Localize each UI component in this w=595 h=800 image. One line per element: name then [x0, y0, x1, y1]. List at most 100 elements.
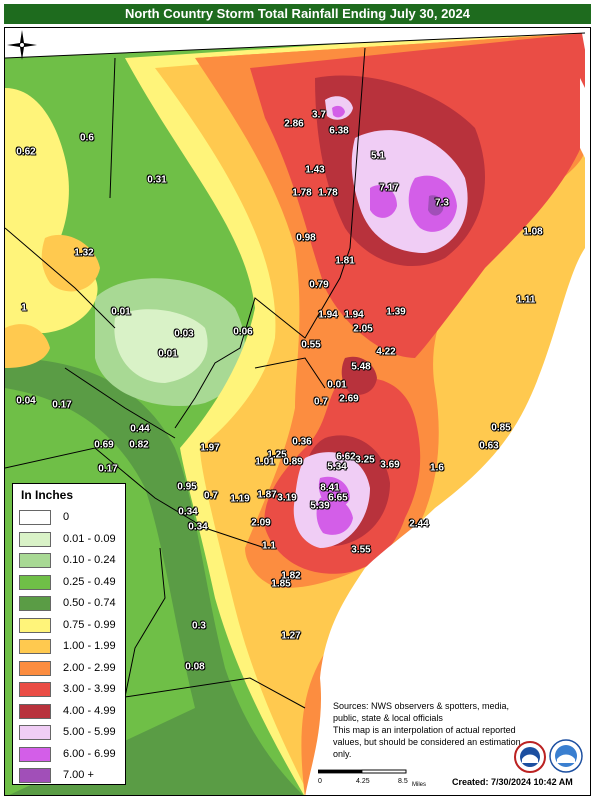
- rainfall-value-label: 0.85: [491, 422, 511, 434]
- legend-label: 7.00 +: [63, 769, 94, 781]
- legend-swatch: [19, 703, 51, 719]
- legend-label: 0.10 - 0.24: [63, 554, 116, 566]
- scale-bar-graphic: 0 4.25 8.5 Miles: [317, 769, 426, 788]
- rainfall-value-label: 0.98: [296, 232, 316, 244]
- legend-swatch: [19, 746, 51, 762]
- rainfall-value-label: 1.81: [335, 255, 355, 267]
- rainfall-value-label: 0.03: [174, 328, 194, 340]
- legend-swatch: [19, 660, 51, 676]
- rainfall-value-label: 1.39: [386, 306, 406, 318]
- rainfall-value-label: 1.32: [74, 247, 94, 259]
- rainfall-value-label: 1.11: [516, 294, 536, 306]
- rainfall-value-label: 2.69: [339, 393, 359, 405]
- north-arrow-icon: [7, 30, 37, 60]
- created-timestamp: Created: 7/30/2024 10:42 AM: [452, 777, 573, 787]
- rainfall-value-label: 3.69: [380, 459, 400, 471]
- rainfall-value-label: 5.39: [310, 500, 330, 512]
- rainfall-map-canvas: [5, 28, 590, 795]
- legend-label: 0.50 - 0.74: [63, 597, 116, 609]
- legend-swatch: [19, 531, 51, 547]
- legend-label: 1.00 - 1.99: [63, 640, 116, 652]
- scale-zero: 0: [318, 778, 322, 785]
- rainfall-value-label: 0.34: [188, 521, 208, 533]
- rainfall-value-label: 1.82: [281, 570, 301, 582]
- rainfall-value-label: 6.38: [329, 125, 349, 137]
- sources-text: Sources: NWS observers & spotters, media…: [333, 701, 510, 723]
- rainfall-value-label: 1.78: [292, 187, 312, 199]
- legend-swatch: [19, 617, 51, 633]
- rainfall-value-label: 0.34: [178, 506, 198, 518]
- rainfall-value-label: 1.1: [262, 540, 276, 552]
- rainfall-value-label: 1: [21, 302, 27, 314]
- nws-logo-icon: [549, 739, 583, 773]
- rainfall-value-label: 1.94: [344, 309, 364, 321]
- legend-label: 0.01 - 0.09: [63, 532, 116, 545]
- rainfall-value-label: 1.08: [523, 226, 543, 238]
- rainfall-value-label: 7.3: [435, 197, 449, 209]
- rainfall-value-label: 0.69: [94, 439, 114, 451]
- rainfall-value-label: 7.17: [379, 182, 399, 194]
- rainfall-value-label: 1.85: [271, 578, 291, 590]
- rainfall-value-label: 0.17: [98, 463, 118, 475]
- legend-label: 0: [63, 511, 70, 523]
- rainfall-value-label: 0.89: [283, 456, 303, 468]
- sources-note: Sources: NWS observers & spotters, media…: [333, 700, 523, 760]
- rainfall-value-label: 0.36: [292, 436, 312, 448]
- legend-label: 0.25 - 0.49: [63, 575, 116, 588]
- scale-unit: Miles: [412, 782, 426, 788]
- rainfall-value-label: 0.82: [129, 439, 149, 451]
- rainfall-value-label: 0.55: [301, 339, 321, 351]
- rainfall-value-label: 0.01: [158, 348, 178, 360]
- legend-swatch: [19, 553, 51, 568]
- disclaimer-text: This map is an interpolation of actual r…: [333, 725, 521, 759]
- rainfall-value-label: 0.04: [16, 395, 36, 407]
- rainfall-value-label: 0.95: [177, 481, 197, 493]
- legend: In Inches 0 0.01 - 0.09 0.10 - 0.24 0.25 - …: [12, 483, 126, 785]
- rainfall-value-label: 0.01: [327, 379, 347, 391]
- map-title: North Country Storm Total Rainfall Endin…: [4, 4, 591, 24]
- rainfall-value-label: 3.7: [312, 109, 326, 121]
- legend-swatch: [19, 639, 51, 654]
- scale-mid: 4.25: [356, 778, 370, 785]
- legend-label: 2.00 - 2.99: [63, 661, 116, 674]
- legend-label: 0.75 - 0.99: [63, 618, 116, 631]
- rainfall-value-label: 0.63: [479, 440, 499, 452]
- scale-max: 8.5: [398, 778, 408, 785]
- rainfall-value-label: 2.09: [251, 517, 271, 529]
- rainfall-value-label: 0.17: [52, 399, 72, 411]
- rainfall-value-label: 0.79: [309, 279, 329, 291]
- rainfall-value-label: 5.1: [371, 150, 385, 162]
- legend-title: In Inches: [21, 488, 74, 502]
- rainfall-value-label: 0.31: [147, 174, 167, 186]
- legend-label: 3.00 - 3.99: [63, 683, 116, 695]
- rainfall-value-label: 0.7: [204, 490, 218, 502]
- legend-swatch: [19, 596, 51, 611]
- scale-bar: 0 4.25 8.5 Miles: [317, 768, 428, 788]
- rainfall-value-label: 1.78: [318, 187, 338, 199]
- rainfall-value-label: 4.22: [376, 346, 396, 358]
- rainfall-value-label: 6.62: [336, 451, 356, 463]
- rainfall-value-label: 0.6: [80, 132, 94, 144]
- legend-swatch: [19, 574, 51, 590]
- legend-swatch: [19, 510, 51, 525]
- rainfall-value-label: 8.41: [320, 482, 340, 494]
- legend-swatch: [19, 725, 51, 740]
- rainfall-value-label: 2.44: [409, 518, 429, 530]
- rainfall-value-label: 1.01: [255, 456, 275, 468]
- rainfall-value-label: 2.05: [353, 323, 373, 335]
- noaa-logo-icon: [514, 741, 546, 773]
- legend-label: 5.00 - 5.99: [63, 726, 116, 738]
- rainfall-value-label: 1.94: [318, 309, 338, 321]
- rainfall-value-label: 1.87: [257, 489, 277, 501]
- legend-label: 4.00 - 4.99: [63, 704, 116, 717]
- rainfall-value-label: 3.25: [355, 454, 375, 466]
- rainfall-value-label: 6.65: [328, 492, 348, 504]
- rainfall-value-label: 3.19: [277, 492, 297, 504]
- rainfall-value-label: 0.62: [16, 146, 36, 158]
- rainfall-value-label: 1.25: [267, 449, 287, 461]
- legend-swatch: [19, 768, 51, 783]
- rainfall-value-label: 1.6: [430, 462, 444, 474]
- rainfall-value-label: 0.44: [130, 423, 150, 435]
- rainfall-value-label: 1.97: [200, 442, 220, 454]
- rainfall-value-label: 1.19: [230, 493, 250, 505]
